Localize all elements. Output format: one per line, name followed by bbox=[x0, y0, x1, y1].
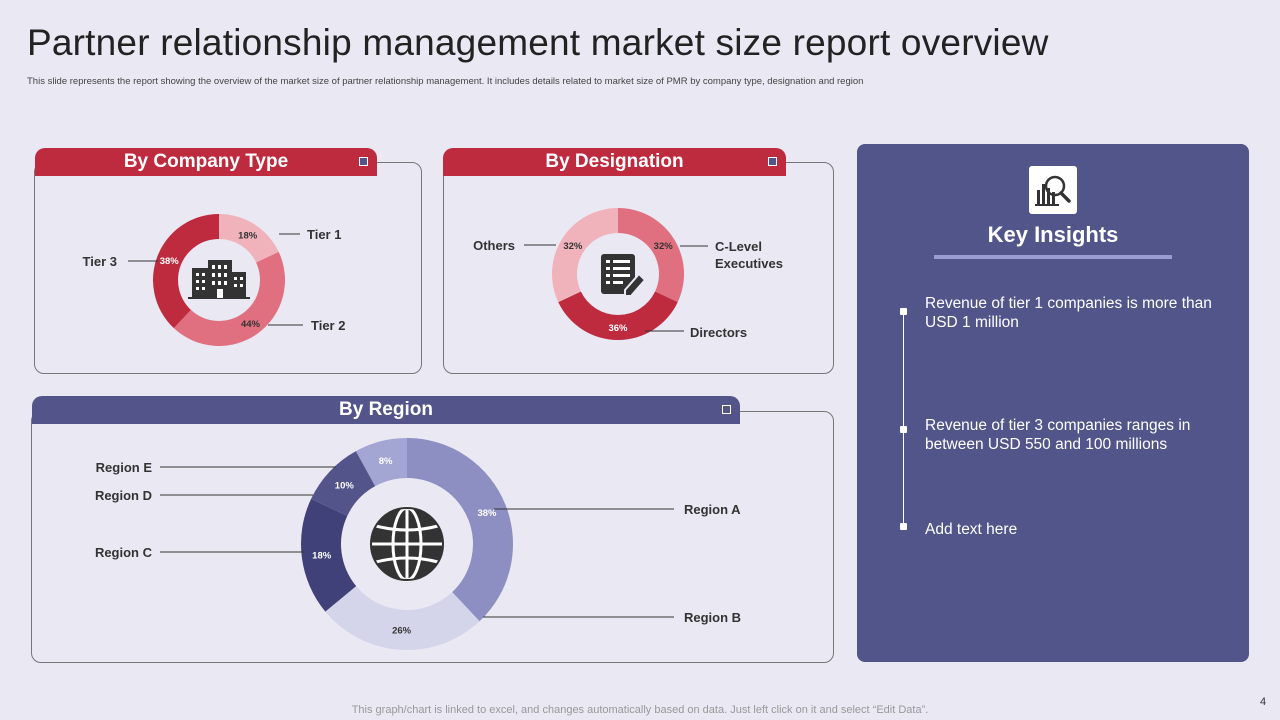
region-title: By Region bbox=[339, 399, 433, 420]
donut-slice bbox=[173, 251, 286, 347]
category-label: Tier 2 bbox=[311, 318, 345, 333]
company-type-donut: 18% 44% 38% Tier 1 Tier 2 Tier 3 bbox=[83, 214, 345, 347]
slice-percent-label: 10% bbox=[335, 481, 355, 492]
donut-slice bbox=[558, 291, 678, 340]
key-insights-title: Key Insights bbox=[987, 222, 1119, 247]
donut-slice bbox=[219, 214, 279, 263]
slice-percent-label: 32% bbox=[654, 241, 674, 252]
timeline-line bbox=[903, 312, 904, 528]
panel-handle-icon bbox=[722, 405, 731, 414]
slice-percent-label: 38% bbox=[477, 508, 497, 519]
donut-slice bbox=[407, 438, 514, 622]
donut-slice bbox=[300, 498, 357, 612]
category-label: Directors bbox=[690, 325, 747, 340]
document-pen-icon bbox=[601, 254, 647, 297]
insight-item: Add text here bbox=[925, 521, 1018, 538]
company-type-tab: By Company Type bbox=[35, 148, 377, 176]
insight-item: Revenue of tier 3 companies ranges in be… bbox=[925, 417, 1191, 453]
page-subtitle: This slide represents the report showing… bbox=[27, 76, 864, 87]
category-label: Others bbox=[473, 238, 515, 253]
magnifier-chart-icon bbox=[1029, 166, 1077, 214]
slice-percent-label: 38% bbox=[160, 256, 180, 267]
designation-title: By Designation bbox=[545, 151, 684, 172]
panel-handle-icon bbox=[359, 157, 368, 166]
slice-percent-label: 18% bbox=[238, 230, 258, 241]
slice-percent-label: 32% bbox=[563, 241, 583, 252]
panel-handle-icon bbox=[768, 157, 777, 166]
category-label: Region C bbox=[95, 545, 153, 560]
page-title: Partner relationship management market s… bbox=[27, 22, 1049, 63]
category-label: C-Level bbox=[715, 239, 762, 254]
region-donut: 38% 26% 18% 10% 8% Region A Region B Region C Re… bbox=[95, 438, 741, 651]
slice-percent-label: 36% bbox=[608, 323, 628, 334]
donut-slice bbox=[325, 586, 480, 651]
timeline-dot bbox=[900, 426, 907, 433]
category-label: Region A bbox=[684, 502, 741, 517]
slice-percent-label: 8% bbox=[379, 456, 393, 467]
category-label: Region D bbox=[95, 488, 152, 503]
timeline-dot bbox=[900, 523, 907, 530]
donut-slice bbox=[618, 208, 684, 303]
donut-slice bbox=[152, 214, 219, 329]
category-label: Tier 3 bbox=[83, 254, 117, 269]
company-type-title: By Company Type bbox=[123, 151, 289, 172]
insight-item: Revenue of tier 1 companies is more than… bbox=[925, 295, 1212, 331]
donut-slice bbox=[311, 451, 376, 516]
key-insights-underline bbox=[934, 255, 1172, 259]
designation-tab: By Designation bbox=[443, 148, 786, 176]
designation-donut: 32% 36% 32% C-Level Executives Directors Other… bbox=[473, 208, 783, 340]
region-tab: By Region bbox=[32, 396, 740, 424]
page-number: 4 bbox=[1260, 696, 1267, 708]
category-label: Region B bbox=[684, 610, 741, 625]
category-label: Executives bbox=[715, 256, 783, 271]
donut-slice bbox=[355, 438, 407, 487]
globe-icon bbox=[370, 506, 444, 582]
slice-percent-label: 26% bbox=[392, 625, 412, 636]
category-label: Region E bbox=[96, 460, 153, 475]
key-insights-panel: Key Insights Revenue of tier 1 companies… bbox=[857, 144, 1249, 662]
donut-slice bbox=[552, 208, 618, 303]
slice-percent-label: 18% bbox=[312, 550, 332, 561]
office-building-icon bbox=[188, 260, 250, 299]
footer-note: This graph/chart is linked to excel, and… bbox=[351, 704, 929, 716]
category-label: Tier 1 bbox=[307, 227, 341, 242]
slice-percent-label: 44% bbox=[241, 319, 261, 330]
timeline-dot bbox=[900, 308, 907, 315]
